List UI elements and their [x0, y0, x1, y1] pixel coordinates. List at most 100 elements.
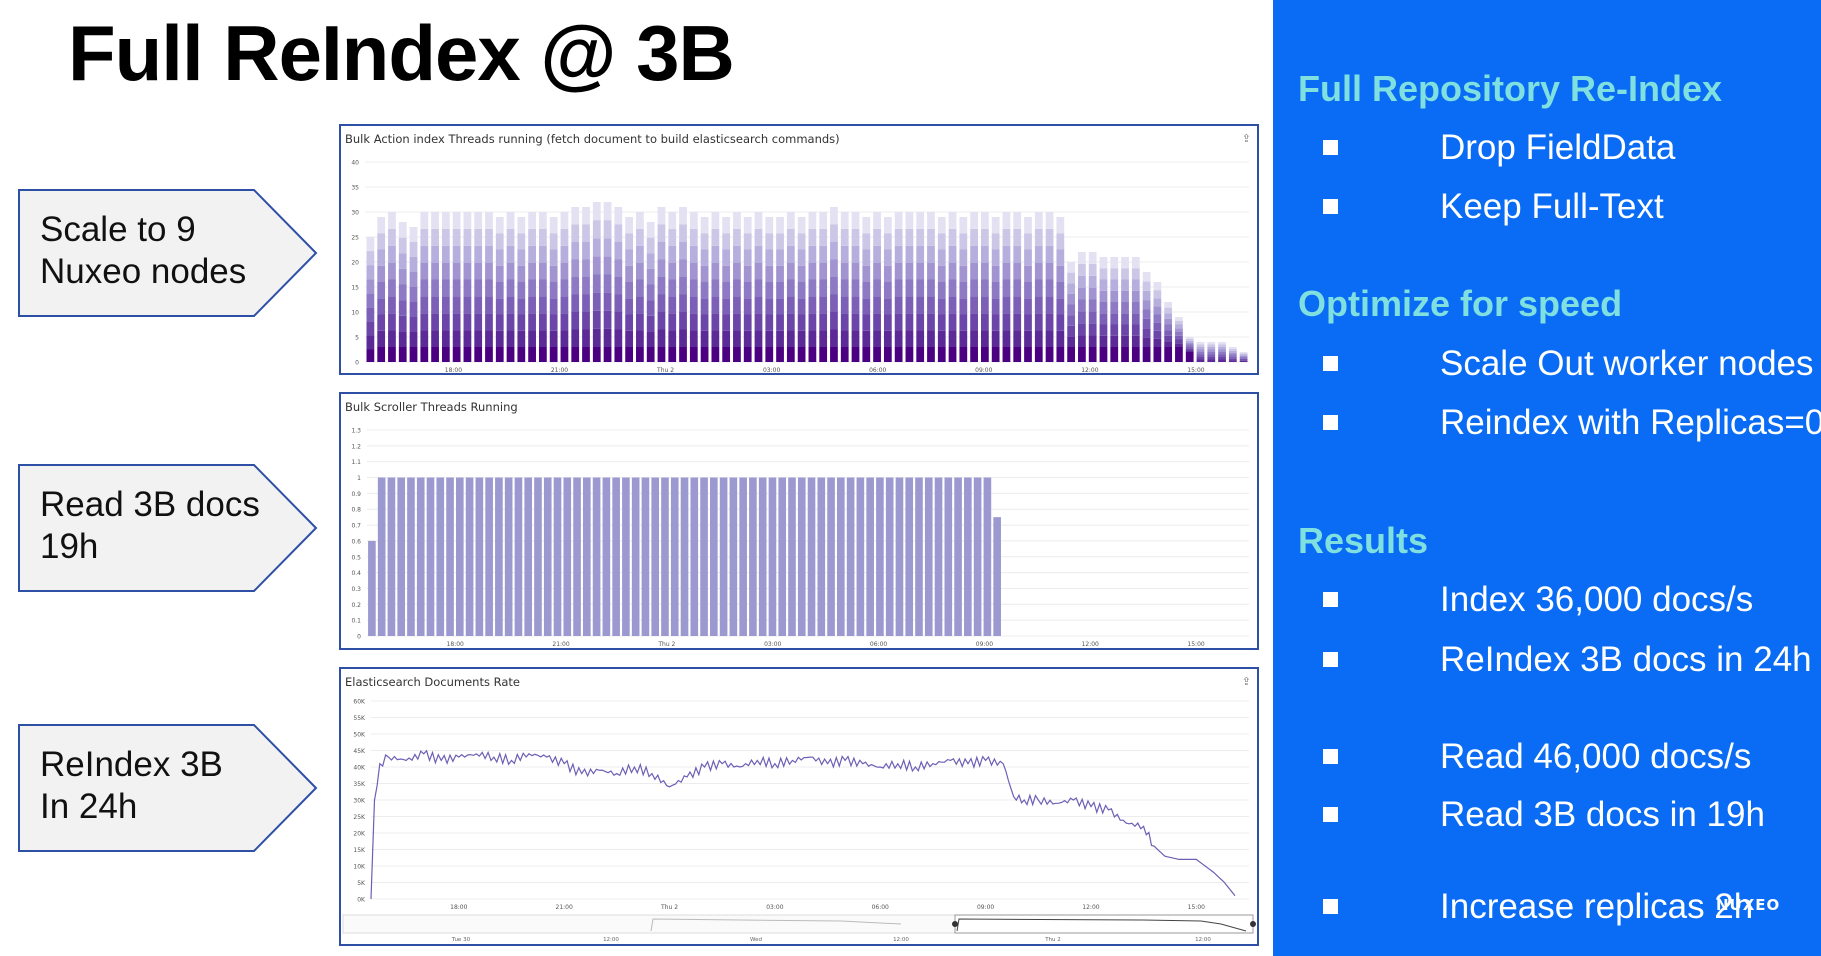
bar-segment	[776, 233, 784, 250]
bar-segment	[1099, 302, 1108, 314]
bar-segment	[916, 279, 925, 297]
bar-segment	[528, 347, 536, 362]
bar-segment	[506, 347, 515, 362]
bar	[387, 477, 396, 636]
bar	[739, 477, 747, 636]
y-tick-label: 0	[355, 360, 359, 367]
bar-segment	[528, 262, 536, 280]
bar-segment	[959, 298, 968, 315]
bar-segment	[603, 347, 612, 362]
bar-segment	[679, 329, 687, 347]
bar-segment	[517, 265, 526, 282]
bar-segment	[916, 347, 925, 362]
bar-segment	[1121, 279, 1129, 291]
bar-segment	[517, 217, 526, 234]
bar	[719, 477, 728, 636]
bar-segment	[948, 245, 957, 263]
bar-segment	[959, 314, 968, 331]
bar-segment	[366, 279, 375, 294]
bar-segment	[1218, 352, 1226, 355]
bar-segment	[1239, 358, 1248, 360]
bar-segment	[495, 265, 504, 282]
bar-segment	[571, 259, 580, 277]
bar-segment	[808, 212, 817, 229]
bar-segment	[862, 347, 871, 362]
bar-segment	[646, 284, 655, 301]
bar-segment	[1185, 352, 1194, 362]
bar-segment	[1002, 245, 1011, 263]
bar-segment	[420, 262, 429, 280]
bar-segment	[366, 307, 375, 322]
bar-segment	[722, 298, 731, 315]
bar-segment	[948, 228, 957, 246]
bar-segment	[1131, 290, 1140, 302]
bar-segment	[560, 245, 569, 263]
bar-segment	[377, 249, 386, 266]
bar-segment	[452, 262, 461, 280]
bar-segment	[592, 310, 601, 329]
bar-segment	[1142, 347, 1151, 362]
bar-segment	[495, 282, 504, 299]
bar-segment	[948, 262, 957, 280]
bar-segment	[441, 330, 450, 347]
bar-segment	[1185, 348, 1194, 351]
bar-segment	[506, 212, 515, 229]
bar-segment	[1239, 357, 1248, 359]
x-tick-label: 06:00	[870, 641, 887, 648]
bar-segment	[916, 313, 925, 331]
bar-segment	[636, 262, 644, 280]
share-icon[interactable]: ⇪	[1241, 676, 1251, 688]
share-icon[interactable]: ⇪	[1241, 133, 1251, 145]
bar-segment	[927, 262, 935, 280]
y-tick-label: 10	[351, 310, 359, 317]
bar-segment	[905, 313, 914, 331]
overview-trend-line	[956, 918, 1247, 932]
bar-segment	[1164, 313, 1173, 319]
bar-segment	[873, 262, 881, 280]
x-tick-label: 09:00	[977, 904, 994, 911]
bar-segment	[1153, 282, 1162, 291]
bar-segment	[1024, 217, 1032, 234]
bar-segment	[463, 296, 472, 314]
bar-segment	[517, 249, 526, 266]
bar-segment	[517, 282, 526, 299]
x-tick-label: 15:00	[1188, 904, 1205, 911]
bar-segment	[765, 282, 774, 299]
bar-segment	[786, 262, 795, 280]
index-threads-chart: 0 5 10 15 20 25 30 35 40 18:00 21:00 Thu 2 03:00 06:0…	[351, 160, 1249, 373]
bar-segment	[463, 313, 472, 331]
bar-segment	[862, 217, 871, 234]
bar-segment	[765, 233, 774, 250]
bar-segment	[1131, 257, 1140, 269]
bar-segment	[862, 265, 871, 282]
bar-segment	[538, 245, 547, 263]
bar-segment	[916, 262, 925, 280]
bar-segment	[409, 302, 418, 317]
bar-segment	[1110, 279, 1119, 291]
bar-segment	[980, 347, 989, 362]
bar-segment	[883, 265, 892, 282]
bar-segment	[398, 331, 407, 347]
y-tick-label: 0.4	[351, 570, 361, 577]
bar-segment	[1045, 347, 1054, 362]
bar-segment	[485, 228, 493, 246]
bullet-square-icon	[1323, 899, 1338, 914]
y-tick-label: 0	[357, 634, 361, 641]
bar-segment	[1207, 342, 1216, 345]
bar-segment	[883, 330, 892, 347]
bar-segment	[538, 262, 547, 280]
bar-segment	[657, 277, 666, 295]
bar-segment	[1153, 338, 1162, 347]
bar-segment	[560, 330, 569, 347]
bar-segment	[862, 298, 871, 315]
bar-segment	[668, 330, 677, 347]
bar-segment	[582, 347, 590, 362]
bar-segment	[549, 217, 558, 234]
bar-segment	[409, 227, 418, 242]
bar-segment	[873, 296, 881, 314]
bar-segment	[733, 245, 741, 263]
bar-segment	[1228, 347, 1237, 349]
bar-segment	[636, 330, 644, 347]
bar-segment	[873, 228, 881, 246]
range-handle-left-icon	[952, 921, 958, 927]
